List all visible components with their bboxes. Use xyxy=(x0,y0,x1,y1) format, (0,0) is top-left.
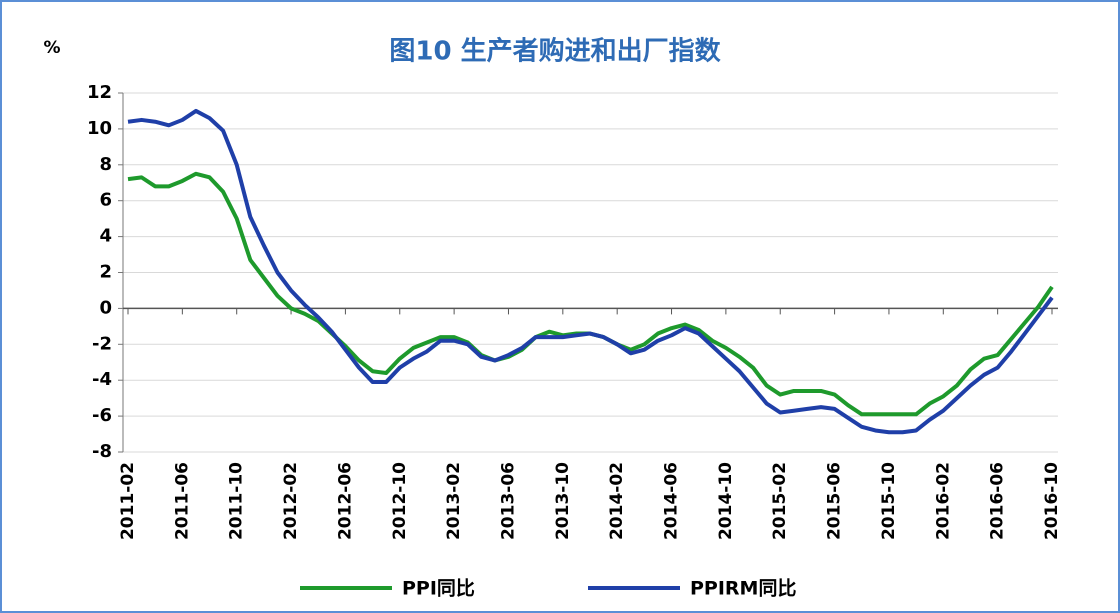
x-tick-label: 2015-06 xyxy=(825,462,845,540)
x-tick-label: 2016-10 xyxy=(1042,462,1062,540)
legend-label: PPI同比 xyxy=(402,578,475,600)
x-tick-label: 2013-10 xyxy=(553,462,573,540)
x-tick-label: 2013-06 xyxy=(498,462,518,540)
chart-title: 图10 生产者购进和出厂指数 xyxy=(389,37,721,67)
y-tick-label: 0 xyxy=(99,297,112,318)
x-tick-label: 2016-02 xyxy=(933,462,953,540)
x-tick-label: 2011-10 xyxy=(227,462,247,540)
y-tick-label: 2 xyxy=(99,262,112,283)
x-tick-label: 2011-02 xyxy=(118,462,138,540)
y-tick-label: -2 xyxy=(92,333,112,354)
x-tick-label: 2012-06 xyxy=(335,462,355,540)
x-tick-label: 2014-02 xyxy=(607,462,627,540)
y-tick-label: 12 xyxy=(87,82,112,103)
y-tick-label: -8 xyxy=(92,441,112,462)
series-line xyxy=(127,108,1054,435)
x-tick-label: 2016-06 xyxy=(988,462,1008,540)
x-tick-label: 2011-06 xyxy=(172,462,192,540)
x-tick-label: 2012-02 xyxy=(281,462,301,540)
y-tick-label: 4 xyxy=(99,226,112,247)
y-tick-label: -6 xyxy=(92,405,112,426)
y-unit: % xyxy=(43,38,60,58)
legend-label: PPIRM同比 xyxy=(690,578,796,600)
x-tick-label: 2012-10 xyxy=(390,462,410,540)
x-tick-label: 2015-02 xyxy=(770,462,790,540)
y-tick-label: 8 xyxy=(99,154,112,175)
x-tick-label: 2014-06 xyxy=(662,462,682,540)
y-tick-label: -4 xyxy=(92,369,112,390)
y-tick-label: 6 xyxy=(99,190,112,211)
y-tick-label: 10 xyxy=(87,118,112,139)
x-tick-label: 2014-10 xyxy=(716,462,736,540)
x-tick-label: 2013-02 xyxy=(444,462,464,540)
x-tick-label: 2015-10 xyxy=(879,462,899,540)
